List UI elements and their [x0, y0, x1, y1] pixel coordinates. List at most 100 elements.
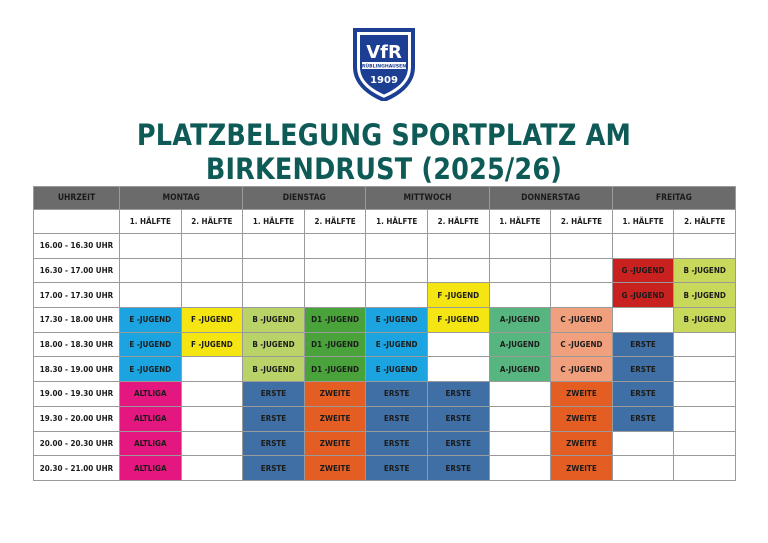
empty-cell [673, 356, 736, 383]
empty-cell [673, 233, 736, 259]
empty-cell [673, 381, 736, 407]
empty-cell [426, 233, 490, 259]
empty-cell [611, 307, 675, 333]
time-slot-row: 20.00 - 20.30 UHR ALTLIGA ERSTE ZWEITE ERSTE… [33, 430, 736, 457]
half-header-empty [33, 209, 120, 234]
empty-cell [611, 233, 675, 259]
time-slot-label: 20.30 - 21.00 UHR [33, 455, 120, 481]
empty-cell [180, 233, 244, 259]
booking-cell: ALTLIGA [119, 405, 182, 432]
empty-cell [180, 356, 244, 383]
half-header-first: 1. HÄLFTE [242, 209, 305, 234]
time-slot-row: 19.30 - 20.00 UHR ALTLIGA ERSTE ZWEITE ERSTE… [33, 405, 736, 432]
booking-cell: A-JUGEND [488, 307, 552, 333]
empty-cell [119, 257, 182, 284]
empty-cell [303, 257, 367, 284]
empty-cell [426, 356, 490, 383]
time-slot-label: 18.00 - 18.30 UHR [33, 331, 120, 358]
day-header-thursday: DONNERSTAG [488, 186, 613, 210]
day-header-tuesday: DIENSTAG [242, 186, 367, 210]
booking-cell: E -JUGEND [119, 331, 182, 358]
booking-cell: C -JUGEND [550, 307, 613, 333]
empty-cell [180, 455, 244, 481]
time-slot-label: 18.30 - 19.00 UHR [33, 356, 120, 383]
empty-cell [673, 430, 736, 457]
time-slot-row: 18.30 - 19.00 UHR E -JUGEND B -JUGEND D1 -J… [33, 356, 736, 383]
booking-cell: B -JUGEND [242, 307, 305, 333]
time-slot-row: 17.00 - 17.30 UHR F -JUGEND G -JUGEND B -JU… [33, 282, 736, 309]
booking-cell: E -JUGEND [365, 356, 428, 383]
booking-cell: G -JUGEND [611, 282, 675, 309]
booking-cell: G -JUGEND [611, 257, 675, 284]
booking-cell: ZWEITE [303, 381, 367, 407]
booking-cell: ZWEITE [303, 455, 367, 481]
booking-cell: F -JUGEND [426, 307, 490, 333]
time-slot-label: 16.30 - 17.00 UHR [33, 257, 120, 284]
booking-cell: C -JUGEND [550, 331, 613, 358]
empty-cell [180, 405, 244, 432]
empty-cell [673, 455, 736, 481]
booking-cell: D1 -JUGEND [303, 331, 367, 358]
empty-cell [673, 405, 736, 432]
time-slot-label: 19.00 - 19.30 UHR [33, 381, 120, 407]
booking-cell: ERSTE [426, 405, 490, 432]
booking-cell: ZWEITE [550, 455, 613, 481]
empty-cell [488, 455, 552, 481]
booking-cell: ZWEITE [550, 430, 613, 457]
empty-cell [426, 331, 490, 358]
half-header-first: 1. HÄLFTE [611, 209, 675, 234]
booking-cell: ERSTE [611, 381, 675, 407]
time-slot-row: 16.00 - 16.30 UHR [33, 233, 736, 259]
schedule-body: 16.00 - 16.30 UHR 16.30 - 17.00 UHR G -JUG… [33, 233, 736, 481]
empty-cell [180, 257, 244, 284]
empty-cell [365, 257, 428, 284]
booking-cell: E -JUGEND [365, 331, 428, 358]
booking-cell: B -JUGEND [673, 282, 736, 309]
empty-cell [242, 282, 305, 309]
time-slot-label: 16.00 - 16.30 UHR [33, 233, 120, 259]
booking-cell: ERSTE [611, 405, 675, 432]
empty-cell [488, 381, 552, 407]
half-header-second: 2. HÄLFTE [180, 209, 244, 234]
logo-club-name: VfR [366, 42, 402, 63]
booking-cell: C -JUGEND [550, 356, 613, 383]
booking-cell: ZWEITE [550, 405, 613, 432]
booking-cell: A-JUGEND [488, 356, 552, 383]
half-header-second: 2. HÄLFTE [426, 209, 490, 234]
empty-cell [180, 430, 244, 457]
booking-cell: E -JUGEND [365, 307, 428, 333]
half-header-second: 2. HÄLFTE [550, 209, 613, 234]
schedule-table: UHRZEIT MONTAG DIENSTAG MITTWOCH DONNERS… [33, 186, 737, 481]
half-header-second: 2. HÄLFTE [673, 209, 736, 234]
day-header-wednesday: MITTWOCH [365, 186, 490, 210]
booking-cell: ERSTE [365, 455, 428, 481]
club-logo: VfR RÜBLINGHAUSEN 1909 [353, 28, 415, 101]
half-header-row: 1. HÄLFTE 2. HÄLFTE 1. HÄLFTE 2. HÄLFTE … [33, 209, 736, 234]
booking-cell: ZWEITE [303, 430, 367, 457]
booking-cell: ERSTE [365, 381, 428, 407]
booking-cell: E -JUGEND [119, 307, 182, 333]
time-slot-label: 19.30 - 20.00 UHR [33, 405, 120, 432]
time-slot-label: 17.30 - 18.00 UHR [33, 307, 120, 333]
empty-cell [611, 430, 675, 457]
empty-cell [119, 282, 182, 309]
time-slot-label: 20.00 - 20.30 UHR [33, 430, 120, 457]
half-header-first: 1. HÄLFTE [365, 209, 428, 234]
logo-year: 1909 [370, 75, 398, 86]
time-slot-row: 17.30 - 18.00 UHR E -JUGEND F -JUGEND B -JU… [33, 307, 736, 333]
empty-cell [488, 405, 552, 432]
booking-cell: ALTLIGA [119, 455, 182, 481]
booking-cell: ERSTE [365, 405, 428, 432]
half-header-first: 1. HÄLFTE [119, 209, 182, 234]
booking-cell: B -JUGEND [673, 307, 736, 333]
empty-cell [180, 282, 244, 309]
booking-cell: ERSTE [242, 405, 305, 432]
half-header-first: 1. HÄLFTE [488, 209, 552, 234]
time-slot-row: 20.30 - 21.00 UHR ALTLIGA ERSTE ZWEITE ERSTE… [33, 455, 736, 481]
booking-cell: B -JUGEND [673, 257, 736, 284]
booking-cell: ERSTE [242, 455, 305, 481]
empty-cell [242, 233, 305, 259]
empty-cell [365, 282, 428, 309]
booking-cell: F -JUGEND [426, 282, 490, 309]
empty-cell [365, 233, 428, 259]
